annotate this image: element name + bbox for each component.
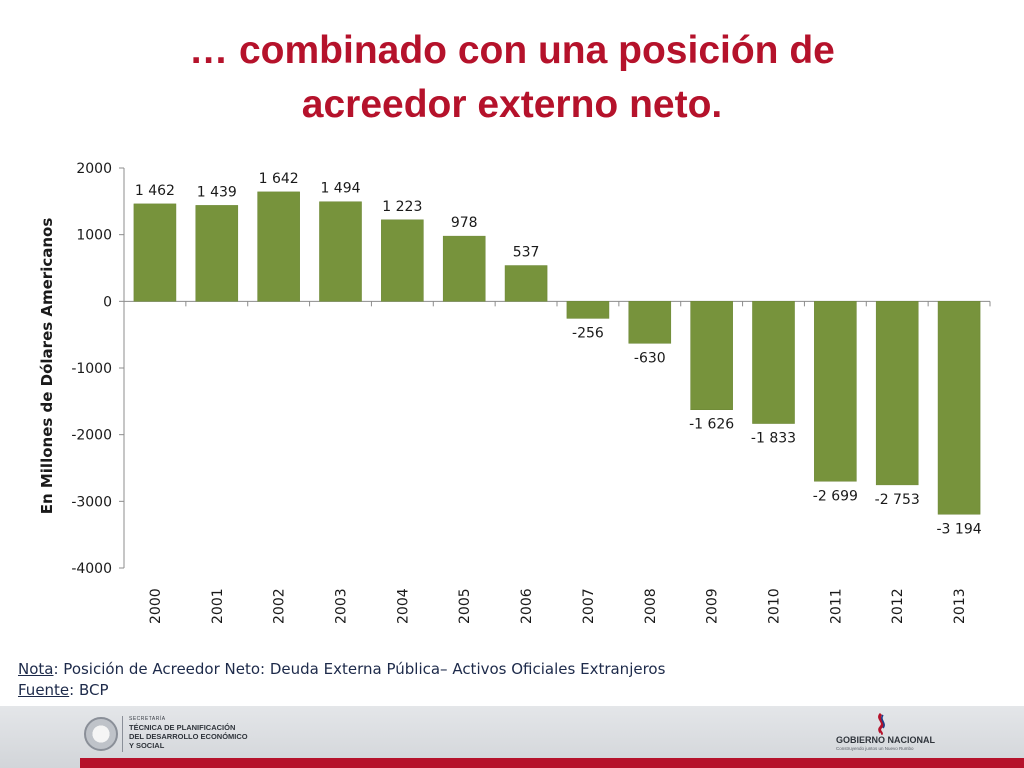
data-label: 1 494 [320, 181, 360, 197]
x-tick-label: 2006 [519, 588, 535, 624]
x-tick-label: 2004 [395, 588, 411, 624]
x-tick-label: 2011 [828, 588, 844, 624]
x-tick-label: 2009 [705, 588, 721, 624]
bar [381, 219, 424, 302]
bar [690, 301, 733, 410]
bar [566, 301, 610, 319]
fuente-text: : BCP [69, 681, 109, 699]
bar [628, 301, 672, 344]
secretaria-name-line-3: Y SOCIAL [129, 741, 165, 750]
data-label: -256 [572, 325, 604, 341]
fuente-line: Fuente: BCP [18, 680, 665, 701]
nota-line: Nota: Posición de Acreedor Neto: Deuda E… [18, 659, 665, 680]
data-label: 1 642 [259, 171, 299, 187]
y-tick-label: -2000 [71, 428, 112, 444]
secretaria-name-line-1: TÉCNICA DE PLANIFICACIÓN [129, 723, 236, 732]
nota-text: : Posición de Acreedor Neto: Deuda Exter… [53, 660, 666, 678]
bar [133, 203, 177, 302]
y-tick-label: 2000 [76, 161, 112, 177]
x-tick-label: 2000 [148, 588, 164, 624]
y-tick-label: 0 [103, 294, 112, 310]
x-tick-label: 2005 [457, 588, 473, 624]
y-tick-label: -1000 [71, 361, 112, 377]
bar [319, 201, 362, 302]
data-label: 1 223 [382, 199, 422, 215]
gobierno-logo-icon [878, 713, 885, 735]
data-label: 1 462 [135, 183, 175, 199]
slide-title: … combinado con una posición de acreedor… [0, 24, 1024, 132]
secretaria-name: TÉCNICA DE PLANIFICACIÓN DEL DESARROLLO … [129, 723, 248, 750]
bar [195, 205, 239, 302]
x-tick-label: 2012 [890, 588, 906, 624]
x-tick-label: 2002 [272, 588, 288, 624]
bar [937, 301, 981, 515]
bar [442, 235, 486, 302]
bar [257, 191, 300, 302]
title-line-2: acreedor externo neto. [301, 83, 723, 126]
x-tick-label: 2007 [581, 588, 597, 624]
gobierno-nacional-wordmark: GOBIERNO NACIONAL [836, 735, 935, 745]
bar [504, 265, 548, 302]
footer-red-stripe [80, 758, 1024, 768]
bar [875, 301, 919, 486]
bar [752, 301, 795, 424]
footer-band [0, 706, 1024, 768]
x-tick-label: 2013 [952, 588, 968, 624]
chart-notes: Nota: Posición de Acreedor Neto: Deuda E… [18, 659, 665, 701]
x-tick-label: 2001 [210, 588, 226, 624]
data-label: -2 699 [813, 488, 858, 504]
secretaria-label: SECRETARÍA [129, 716, 166, 722]
data-label: -2 753 [875, 492, 920, 508]
gobierno-slogan: Construyendo juntos un Nuevo Rumbo [836, 746, 914, 751]
nota-label: Nota [18, 660, 54, 678]
x-tick-label: 2008 [643, 588, 659, 624]
footer-divider [122, 716, 123, 752]
bar [814, 301, 857, 482]
y-tick-label: 1000 [76, 228, 112, 244]
y-tick-label: -3000 [71, 494, 112, 510]
x-tick-label: 2010 [767, 588, 783, 624]
data-label: -630 [634, 350, 666, 366]
y-tick-label: -4000 [71, 561, 112, 577]
y-axis-title: En Millones de Dólares Americanos [38, 218, 56, 515]
data-label: -1 833 [751, 431, 796, 447]
data-label: -3 194 [937, 521, 982, 537]
national-seal-icon [84, 717, 118, 751]
data-label: 1 439 [197, 184, 237, 200]
x-tick-label: 2003 [334, 588, 350, 624]
fuente-label: Fuente [18, 681, 70, 699]
data-label: -1 626 [689, 417, 734, 433]
data-label: 537 [513, 245, 540, 261]
data-label: 978 [451, 215, 478, 231]
bar-chart: 2000 1000 0 -1000 -2000 -3000 -4000 En Millones… [38, 161, 991, 624]
title-line-1: … combinado con una posición de [189, 29, 835, 72]
secretaria-name-line-2: DEL DESARROLLO ECONÓMICO [129, 732, 248, 741]
